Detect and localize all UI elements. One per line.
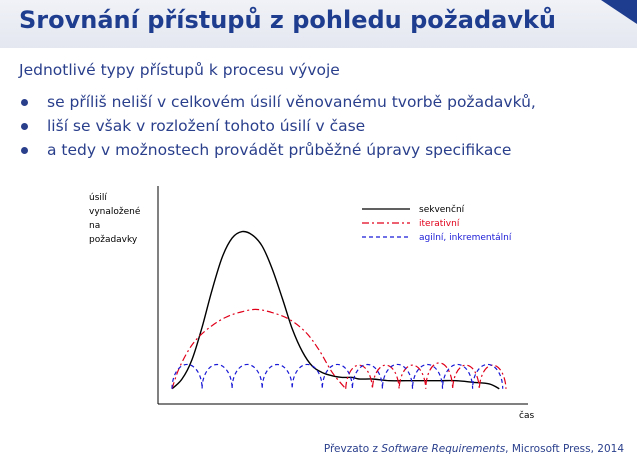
series-line-sequential bbox=[171, 230, 500, 390]
citation-prefix: Převzato z bbox=[323, 443, 382, 455]
title-bar bbox=[0, 0, 637, 48]
bullet-item: a tedy v možnostech provádět průběžné úp… bbox=[19, 138, 536, 162]
legend-label: sekvenční bbox=[419, 204, 465, 215]
series-line-iterative bbox=[171, 308, 507, 390]
bullet-dot-icon bbox=[21, 99, 28, 106]
series-layer bbox=[171, 230, 507, 390]
y-axis-label-line: požadavky bbox=[89, 235, 138, 245]
bullet-text: a tedy v možnostech provádět průběžné úp… bbox=[47, 141, 512, 159]
corner-decoration bbox=[601, 0, 637, 24]
y-axis-label-line: na bbox=[89, 221, 100, 231]
bullet-text: se příliš neliší v celkovém úsilí věnova… bbox=[47, 93, 536, 111]
citation-suffix: , Microsoft Press, 2014 bbox=[505, 443, 624, 455]
bullet-dot-icon bbox=[21, 123, 28, 130]
slide-title: Srovnání přístupů z pohledu požadavků bbox=[19, 6, 557, 34]
y-axis-label: úsilí vynaložené na požadavky bbox=[89, 193, 141, 245]
legend: sekvenční iterativní agilní, inkrementální bbox=[362, 204, 512, 243]
bullet-dot-icon bbox=[21, 147, 28, 154]
series-line-agile bbox=[171, 363, 504, 389]
slide-subtitle: Jednotlivé typy přístupů k procesu vývoj… bbox=[19, 61, 340, 79]
bullet-item: se příliš neliší v celkovém úsilí věnova… bbox=[19, 90, 536, 114]
bullet-list: se příliš neliší v celkovém úsilí věnova… bbox=[19, 90, 536, 162]
y-axis-label-line: vynaložené bbox=[89, 206, 141, 217]
citation-book: Software Requirements bbox=[381, 443, 506, 455]
x-axis-label: čas bbox=[519, 410, 534, 421]
legend-label: agilní, inkrementální bbox=[419, 233, 512, 243]
bullet-item: liší se však v rozložení tohoto úsilí v … bbox=[19, 114, 536, 138]
legend-label: iterativní bbox=[419, 219, 460, 229]
source-citation: Převzato z Software Requirements, Micros… bbox=[324, 443, 624, 455]
y-axis-label-line: úsilí bbox=[89, 193, 107, 203]
bullet-text: liší se však v rozložení tohoto úsilí v … bbox=[47, 117, 366, 135]
